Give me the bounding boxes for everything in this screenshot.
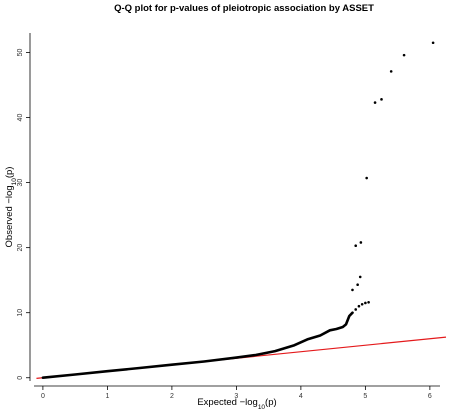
x-tick-label: 5 bbox=[363, 393, 367, 400]
observed-points-dense bbox=[41, 311, 354, 379]
data-point bbox=[358, 275, 362, 279]
data-point bbox=[365, 176, 368, 180]
x-tick-label: 6 bbox=[428, 393, 432, 400]
x-tick-label: 1 bbox=[105, 393, 109, 400]
data-point bbox=[360, 302, 364, 306]
x-tick-label: 3 bbox=[234, 393, 238, 400]
chart-title: Q-Q plot for p-values of pleiotropic ass… bbox=[114, 3, 374, 14]
y-tick-label: 40 bbox=[17, 114, 24, 122]
data-point bbox=[373, 101, 377, 104]
data-point bbox=[354, 244, 358, 248]
x-tick-label: 4 bbox=[299, 393, 303, 400]
data-point bbox=[402, 53, 406, 57]
x-tick-label: 2 bbox=[170, 393, 174, 400]
data-point bbox=[354, 308, 358, 311]
y-tick-label: 0 bbox=[17, 376, 24, 380]
data-point bbox=[367, 300, 370, 304]
x-tick-label: 0 bbox=[41, 393, 45, 400]
data-point bbox=[380, 98, 383, 101]
data-point bbox=[364, 301, 367, 305]
data-point bbox=[356, 283, 359, 287]
data-point bbox=[359, 241, 363, 244]
data-point bbox=[351, 288, 354, 292]
y-tick-label: 20 bbox=[17, 244, 24, 252]
y-tick-label: 50 bbox=[17, 49, 24, 57]
y-axis-label: Observed −log10(p) bbox=[4, 167, 18, 248]
data-point bbox=[431, 41, 435, 45]
plot-area bbox=[36, 41, 447, 379]
data-point bbox=[389, 70, 393, 73]
y-tick-label: 10 bbox=[17, 309, 24, 317]
x-axis-label: Expected −log10(p) bbox=[197, 397, 276, 411]
y-axis-ticks: 0 10 20 30 40 50 bbox=[17, 49, 30, 380]
data-point bbox=[357, 304, 361, 308]
x-axis-ticks: 0 1 2 3 4 5 6 bbox=[41, 386, 432, 400]
y-tick-label: 30 bbox=[17, 179, 24, 187]
